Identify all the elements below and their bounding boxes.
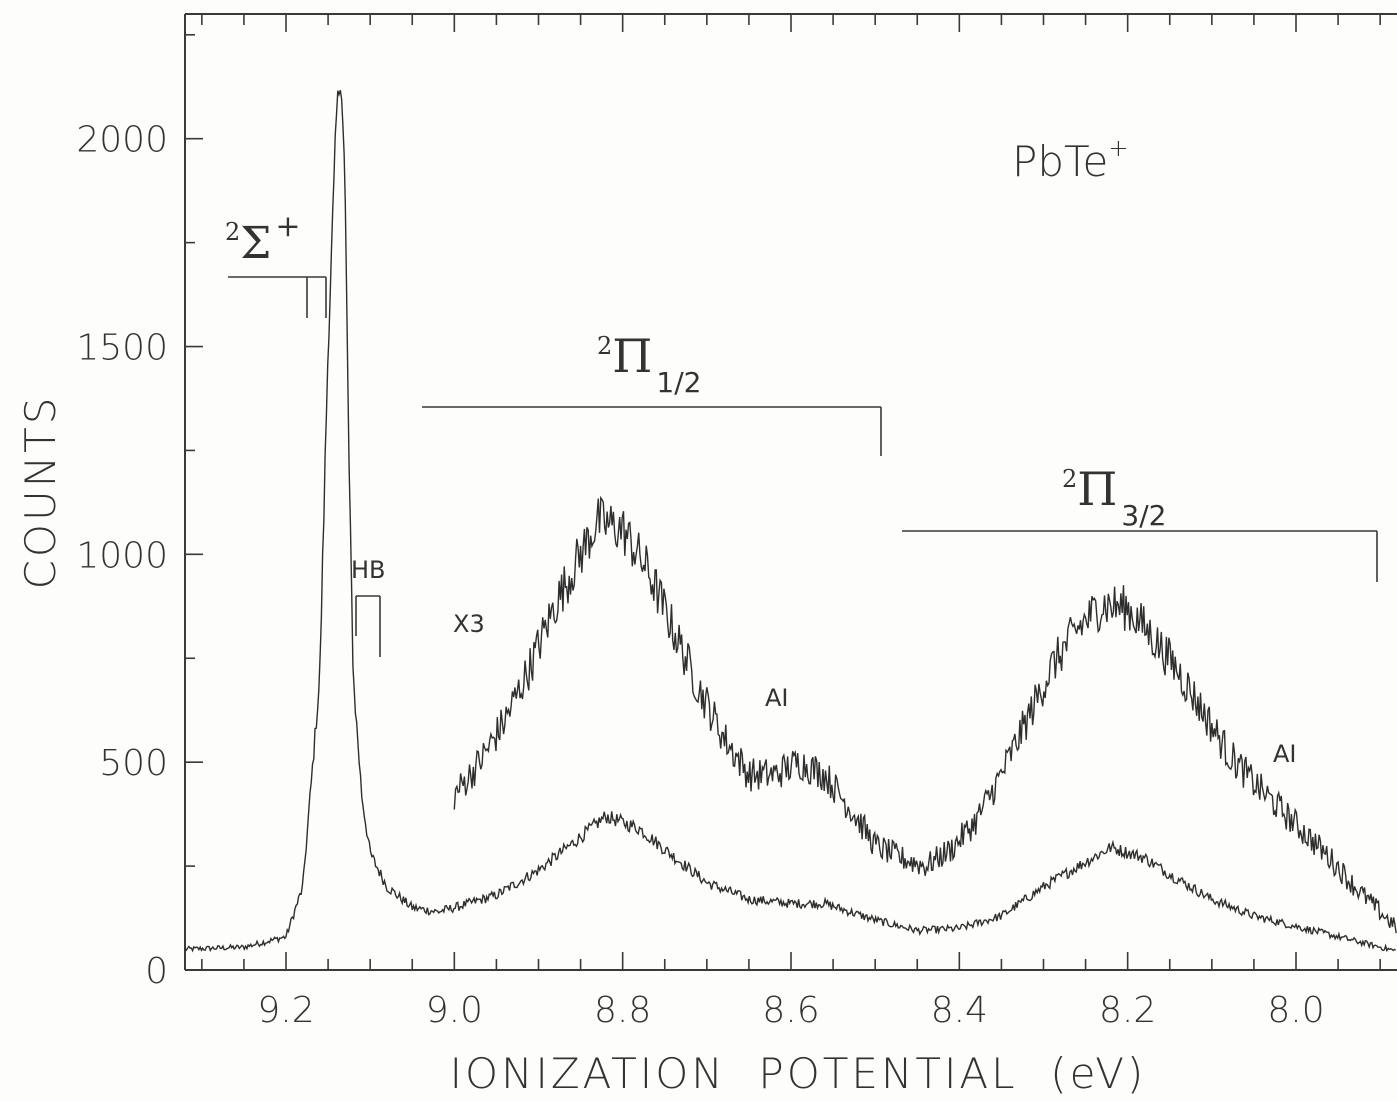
sigma-state-symbol: Σ — [240, 218, 271, 269]
x-tick-label: 8.8 — [594, 990, 651, 1031]
axis-tick-labels: 9.2 9.0 8.8 8.6 8.4 8.2 8.0 0 500 1000 1500 2000 — [76, 120, 1324, 1031]
species-label-main: PbTe — [1012, 137, 1108, 186]
plot-frame — [184, 13, 1397, 971]
y-tick-label: 0 — [145, 951, 168, 992]
pi12-state-sup: 2 — [597, 332, 612, 360]
x-tick-label: 8.0 — [1267, 990, 1324, 1031]
x-tick-label: 8.2 — [1099, 990, 1156, 1031]
series-2-line — [453, 495, 1397, 934]
pi32-state-sup: 2 — [1062, 465, 1077, 493]
hb-label: HB — [351, 556, 386, 584]
state-brackets — [228, 276, 1378, 657]
species-label: PbTe+ — [1012, 134, 1128, 186]
sigma-state-sup: 2 — [225, 218, 240, 246]
series-1-line — [184, 90, 1397, 953]
axis-ticks — [185, 14, 1381, 971]
x-axis-title: IONIZATION POTENTIAL (eV) — [450, 1049, 1147, 1098]
spectrum-traces — [184, 90, 1397, 953]
y-tick-label: 2000 — [76, 120, 168, 161]
pi32-state-sub: 3/2 — [1121, 499, 1166, 532]
ai-label-1: AI — [765, 684, 789, 712]
pi32-state-symbol: Π — [1077, 462, 1117, 516]
x-tick-label: 8.4 — [931, 990, 988, 1031]
multiplier-label: X3 — [453, 610, 485, 638]
species-label-sup: + — [1108, 134, 1128, 162]
pi12-state-sub: 1/2 — [656, 366, 701, 399]
x-tick-label: 9.0 — [426, 990, 483, 1031]
y-tick-label: 1500 — [76, 328, 168, 369]
x-tick-label: 9.2 — [257, 990, 314, 1031]
ai-label-2: AI — [1273, 740, 1297, 768]
y-tick-label: 1000 — [76, 535, 168, 576]
x-tick-label: 8.6 — [762, 990, 819, 1031]
pi12-state-label: 2Π 1/2 — [597, 329, 701, 399]
sigma-state-plus: + — [275, 209, 300, 244]
pi12-state-symbol: Π — [612, 329, 652, 383]
pi32-state-label: 2Π 3/2 — [1062, 462, 1166, 532]
y-axis-title: COUNTS — [16, 395, 65, 590]
sigma-state-label: 2Σ + — [225, 209, 301, 269]
y-tick-label: 500 — [99, 743, 168, 784]
